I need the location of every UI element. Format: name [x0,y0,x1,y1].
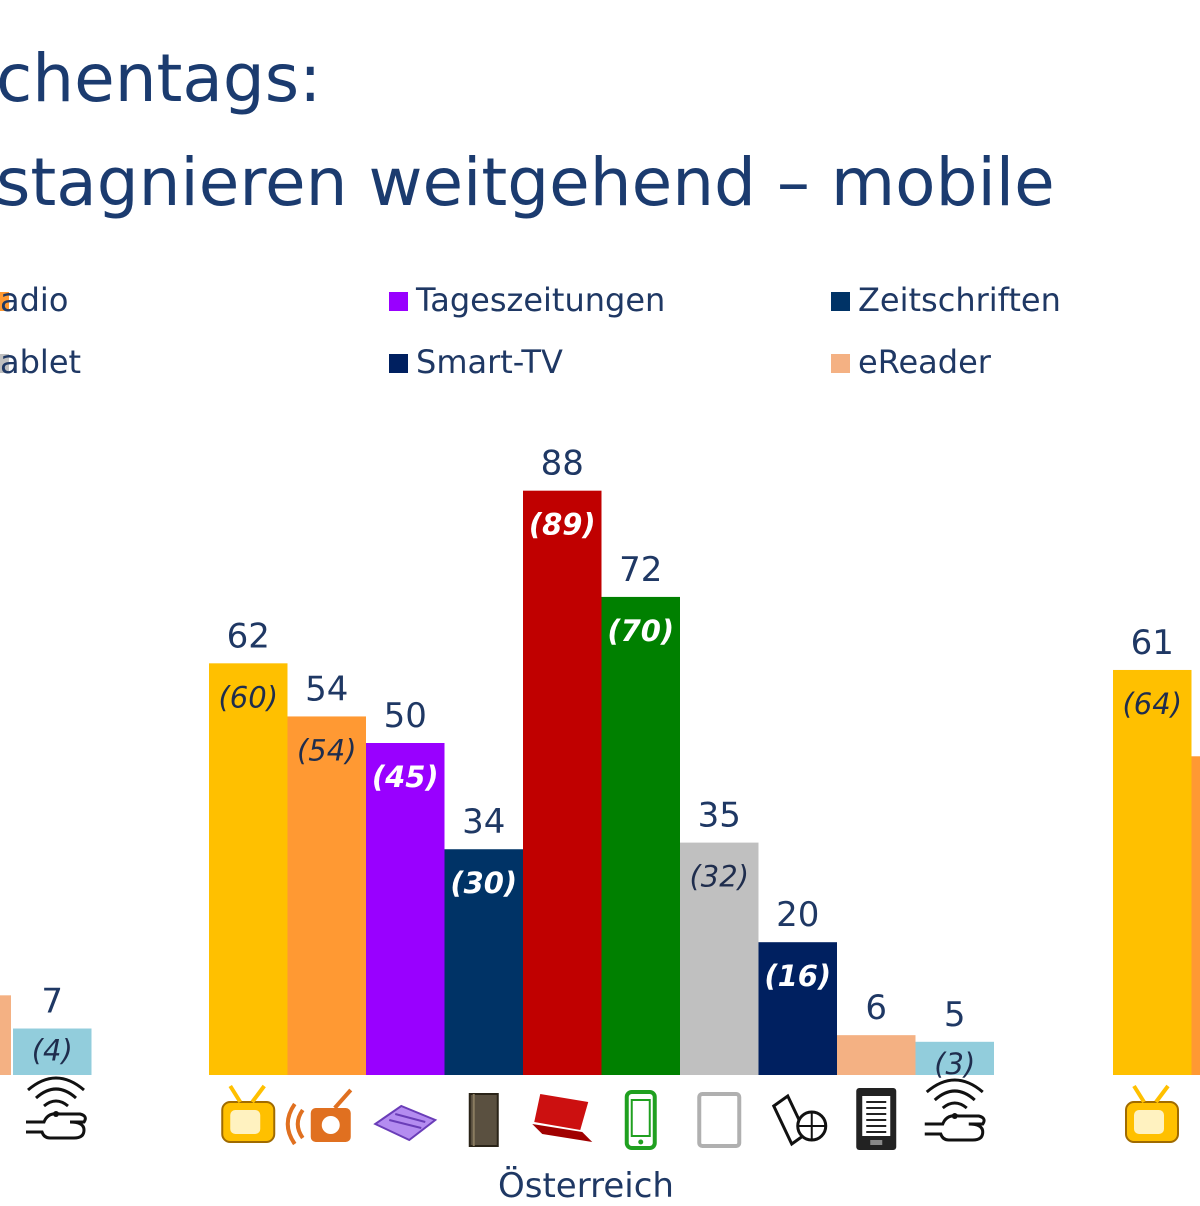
previous-label-tageszeitungen: (45) [372,760,439,794]
bar-partial-left-ereader [0,995,11,1075]
smart-tv-icon [774,1096,826,1144]
bar-handy [602,597,681,1075]
bar-ereader [837,1035,916,1075]
radio-icon [288,1090,351,1144]
previous-label-computer: (89) [529,508,596,542]
value-label-computer: 88 [541,444,584,484]
previous-label-partial-right-tv: (64) [1122,687,1182,721]
value-label-tv: 62 [227,616,270,656]
bar-computer [523,491,602,1075]
newspaper-icon [375,1106,435,1140]
previous-label-handy: (70) [607,614,674,648]
previous-label-partial-left-wearable: (4) [32,1034,73,1068]
tablet-icon [699,1094,739,1146]
value-label-radio: 54 [305,669,348,709]
smartphone-icon [627,1092,655,1148]
value-label-handy: 72 [619,550,662,590]
bar-partial-right-tv [1113,670,1192,1075]
value-label-smart-tv: 20 [776,895,819,935]
bar-radio [288,716,367,1075]
value-label-partial-left-wearable: 7 [41,982,63,1022]
value-label-partial-right-tv: 61 [1131,623,1174,663]
group-label-oesterreich: Österreich [498,1166,674,1206]
wearable-icon [925,1080,984,1140]
ereader-icon [856,1088,896,1150]
value-label-zeitschriften: 34 [462,802,505,842]
previous-label-tv: (60) [218,680,278,714]
tv-icon [1126,1086,1178,1142]
value-label-tageszeitungen: 50 [384,696,427,736]
bar-partial-right-radio [1192,756,1200,1075]
previous-label-tablet: (32) [689,860,749,894]
bar-tv [209,663,288,1075]
previous-label-zeitschriften: (30) [450,866,517,900]
previous-label-smart-tv: (16) [764,959,831,993]
wearable-icon [26,1078,85,1138]
value-label-tablet: 35 [698,796,741,836]
laptop-icon [532,1094,592,1142]
previous-label-radio: (54) [297,733,357,767]
value-label-ereader: 6 [865,988,887,1028]
value-label-wearable: 5 [944,995,966,1035]
magazine-icon [470,1094,498,1146]
tv-icon [222,1086,274,1142]
previous-label-wearable: (3) [934,1047,975,1081]
